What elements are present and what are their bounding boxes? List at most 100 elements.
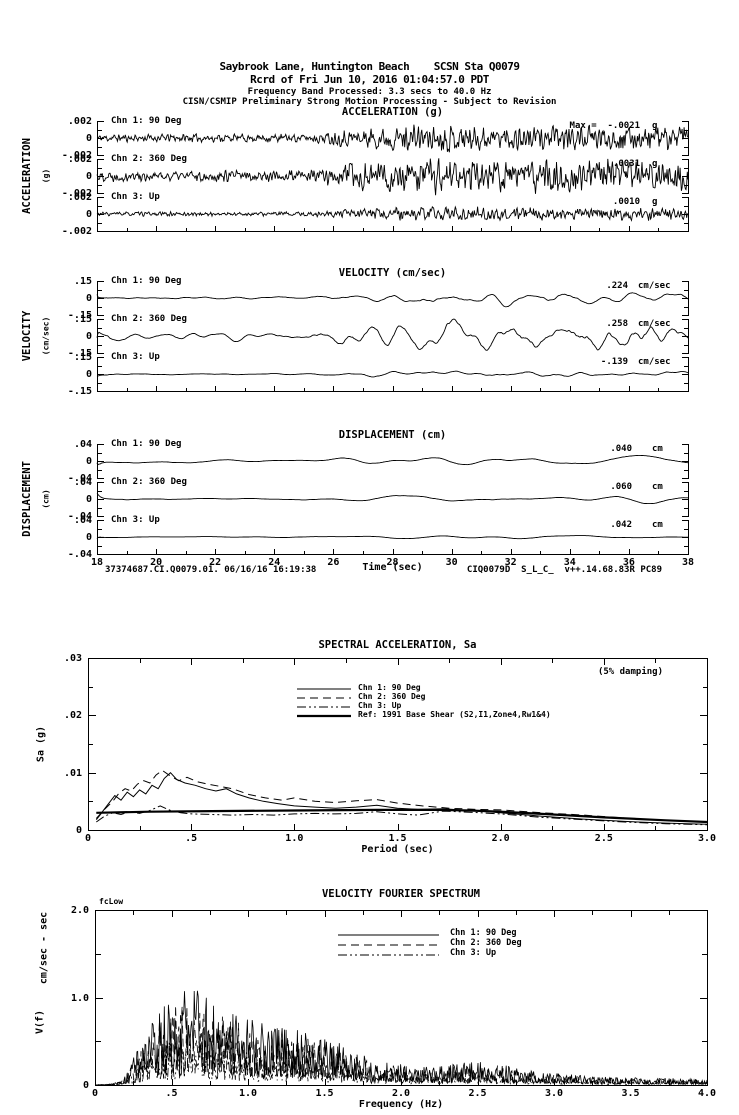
axis-tick [126, 228, 128, 231]
sa-legend-swatch-4 [297, 714, 351, 718]
acceleration-channel-1-label: Chn 1: 90 Deg [111, 116, 182, 126]
record-id-footer: 37374687.CI.Q0079.01. 06/16/16 16:19:38 [105, 565, 317, 575]
time-tick-label: 34 [563, 557, 576, 568]
sa-curves [95, 769, 708, 826]
acceleration-channel-2-peak: .0031 [612, 159, 640, 169]
velocity-left-axis [97, 357, 98, 392]
acceleration-channel-2-peak-unit: g [652, 159, 658, 169]
axis-tick [599, 228, 601, 231]
axis-tick [682, 176, 688, 177]
fourier-title: VELOCITY FOURIER SPECTRUM [321, 888, 481, 900]
axis-tick [171, 911, 173, 917]
axis-tick [628, 386, 630, 391]
axis-tick [684, 507, 688, 509]
axis-tick [510, 226, 512, 231]
acceleration-channel-2-label: Chn 2: 360 Deg [111, 154, 187, 164]
displacement-left-axis [97, 444, 98, 479]
axis-tick [569, 226, 571, 231]
axis-tick [655, 659, 657, 663]
axis-tick [139, 826, 141, 830]
frequency-band-note: Frequency Band Processed: 3.3 secs to 40… [247, 87, 492, 97]
sa-legend-swatch-2 [297, 697, 351, 699]
axis-tick [682, 461, 688, 462]
velocity-scale-min: -.15 [67, 386, 92, 397]
axis-tick [540, 228, 542, 231]
fourier-x-tick-label: 3.5 [621, 1088, 640, 1099]
axis-tick [668, 911, 670, 915]
axis-tick [684, 205, 688, 207]
axis-tick [362, 1081, 364, 1085]
axis-tick [684, 490, 688, 492]
sa-legend-label-1: Chn 1: 90 Deg [358, 683, 421, 692]
axis-tick [98, 469, 102, 471]
sa-curve-3 [96, 805, 708, 826]
axis-tick [682, 214, 688, 215]
axis-tick [682, 138, 688, 139]
displacement-scale-max: .04 [73, 515, 92, 526]
fourier-x-tick-label: 3.0 [544, 1088, 564, 1099]
axis-tick [682, 159, 688, 160]
displacement-axis-label: DISPLACEMENT [21, 461, 34, 537]
axis-tick [684, 289, 688, 291]
velocity-channel-3-peak: -.139 [600, 357, 628, 367]
axis-tick [88, 659, 89, 665]
axis-tick [156, 549, 158, 554]
axis-tick [703, 686, 707, 688]
axis-tick [515, 1081, 517, 1085]
axis-tick [481, 228, 483, 231]
axis-tick [215, 386, 217, 391]
velocity-scale-zero: 0 [85, 369, 92, 380]
acceleration-channel-3-peak-unit: g [652, 197, 658, 207]
axis-tick [244, 551, 246, 554]
axis-tick [98, 490, 102, 492]
fourier-x-tick-label: 2.5 [468, 1088, 487, 1099]
axis-tick [96, 953, 101, 955]
axis-tick [658, 388, 660, 391]
displacement-channel-1-label: Chn 1: 90 Deg [111, 439, 182, 449]
axis-tick [324, 1079, 326, 1085]
velocity-scale-max: .15 [73, 314, 92, 325]
fourier-x-tick-label: 4.0 [697, 1088, 717, 1099]
velocity-channel-1-peak: .224 [606, 281, 628, 291]
axis-tick [682, 516, 688, 517]
fourier-y-tick-label: 1.0 [70, 992, 89, 1004]
axis-tick [191, 824, 193, 830]
axis-tick [658, 551, 660, 554]
processing-code-footer: CIQ0079D S_L_C_ v++.14.68.83R PC89 [466, 565, 662, 575]
axis-tick [88, 824, 89, 830]
axis-tick [97, 549, 98, 554]
fourier-x-tick-label: 2.0 [391, 1088, 411, 1099]
axis-tick [98, 167, 102, 169]
axis-tick [592, 1081, 594, 1085]
axis-tick [682, 319, 688, 320]
axis-tick [392, 549, 394, 554]
sa-title: SPECTRAL ACCELERATION, Sa [318, 639, 477, 651]
axis-tick [707, 824, 708, 830]
displacement-channel-1-peak: .040 [610, 444, 632, 454]
axis-tick [98, 327, 102, 329]
axis-tick [96, 997, 103, 999]
axis-tick [89, 772, 96, 774]
axis-tick [215, 226, 217, 231]
axis-tick [481, 388, 483, 391]
sa-legend-label-3: Chn 3: Up [358, 701, 402, 710]
axis-tick [481, 551, 483, 554]
displacement-section-title: DISPLACEMENT (cm) [338, 429, 447, 441]
axis-tick [95, 1079, 96, 1085]
axis-tick [703, 744, 707, 745]
fourier-plot-area [95, 910, 708, 1086]
acceleration-scale-zero: 0 [85, 133, 92, 144]
axis-tick [682, 193, 688, 194]
fourier-y-tick-label: 2.0 [70, 905, 89, 916]
axis-tick [599, 388, 601, 391]
displacement-channel-2-peak-unit: cm [652, 482, 663, 492]
time-tick-label: 18 [90, 557, 104, 568]
axis-tick [98, 319, 104, 320]
velocity-axis-label: VELOCITY [21, 310, 34, 362]
axis-tick [401, 911, 402, 917]
velocity-right-axis [688, 357, 689, 392]
sa-y-tick-label: 0 [75, 825, 82, 836]
displacement-channel-3-label: Chn 3: Up [111, 515, 160, 525]
axis-tick [684, 146, 688, 148]
